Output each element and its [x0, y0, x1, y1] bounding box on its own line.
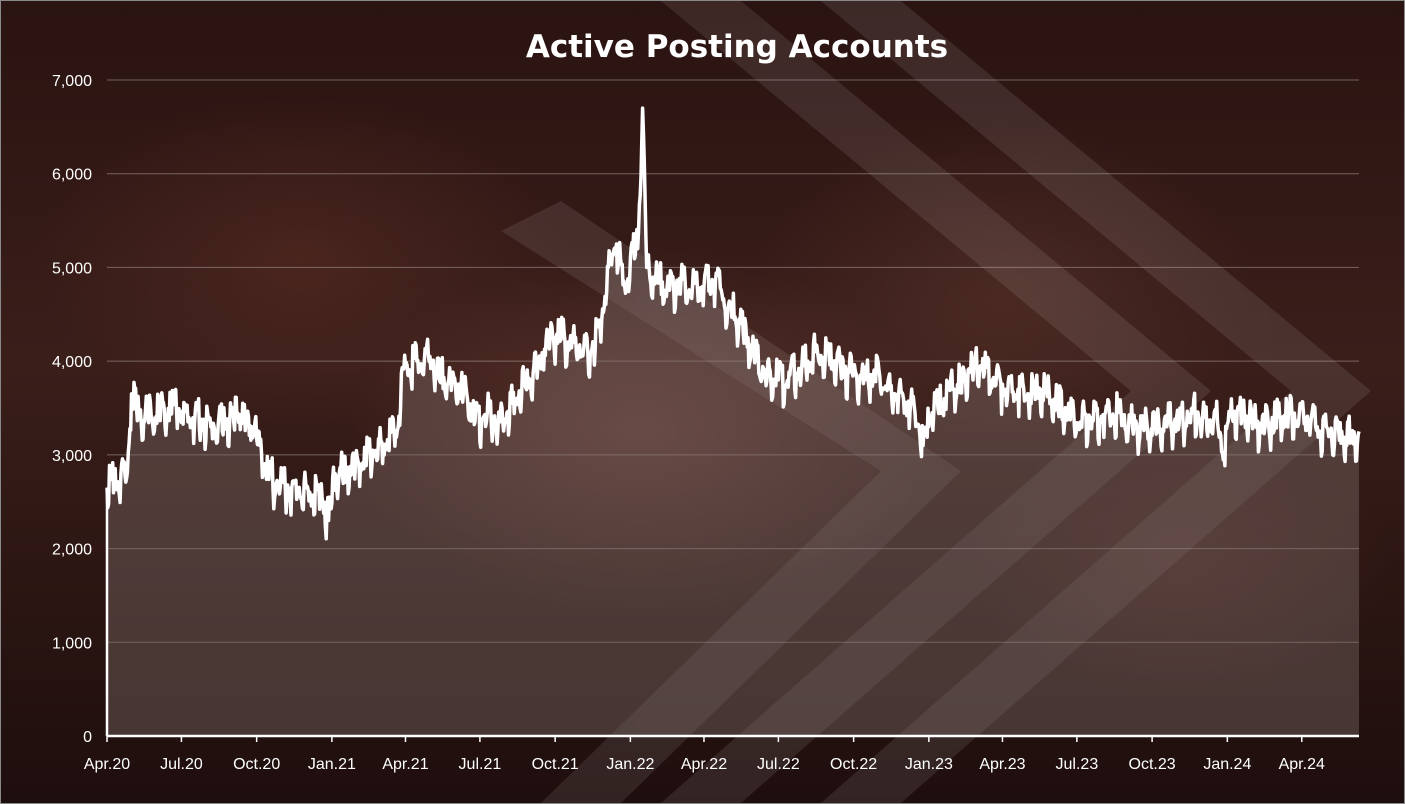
x-tick-label: Jan.21: [308, 756, 356, 773]
x-tick-label: Oct.23: [1129, 756, 1176, 773]
series-area-fill: [107, 108, 1359, 737]
chart-title: Active Posting Accounts: [526, 29, 948, 65]
x-axis-ticks: Apr.20 Jul.20 Oct.20 Jan.21 Apr.21 Jul.21 Oct.…: [84, 736, 1325, 773]
y-tick-label: 2,000: [52, 542, 92, 559]
x-tick-label: Apr.24: [1279, 756, 1325, 773]
x-tick-label: Apr.22: [681, 756, 727, 773]
x-tick-label: Apr.23: [979, 756, 1025, 773]
gridlines: [107, 79, 1359, 643]
x-tick-label: Oct.22: [830, 756, 877, 773]
x-tick-label: Jul.21: [459, 756, 502, 773]
x-tick-label: Jan.24: [1203, 756, 1251, 773]
y-tick-label: 6,000: [52, 167, 92, 184]
y-tick-label: 5,000: [52, 260, 92, 277]
x-tick-label: Oct.20: [233, 756, 280, 773]
x-tick-label: Jul.22: [757, 756, 800, 773]
y-tick-label: 4,000: [52, 354, 92, 371]
y-tick-label: 1,000: [52, 635, 92, 652]
y-axis-ticks: 0 1,000 2,000 3,000 4,000 5,000 6,000 7,000: [52, 73, 92, 746]
x-tick-label: Oct.21: [532, 756, 579, 773]
x-tick-label: Jan.23: [905, 756, 953, 773]
background-stripes: [501, 1, 1371, 803]
x-tick-label: Jul.23: [1056, 756, 1099, 773]
y-tick-label: 3,000: [52, 448, 92, 465]
y-tick-label: 7,000: [52, 73, 92, 90]
x-tick-label: Apr.21: [382, 756, 428, 773]
x-tick-label: Jan.22: [606, 756, 654, 773]
x-tick-label: Apr.20: [84, 756, 130, 773]
bg-stripe-3: [501, 201, 961, 803]
series-line: [105, 106, 1361, 541]
x-tick-label: Jul.20: [160, 756, 203, 773]
y-tick-label: 0: [83, 729, 92, 746]
